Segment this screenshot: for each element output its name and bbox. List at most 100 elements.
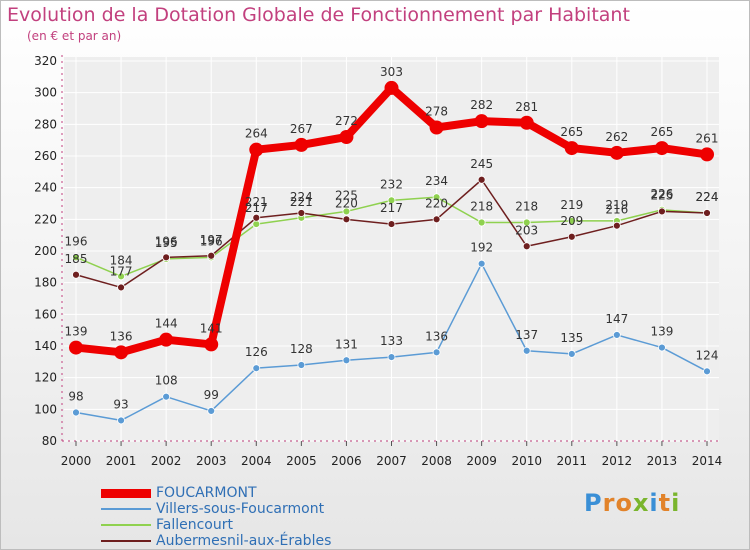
data-point (567, 350, 576, 358)
y-tick-label: 220 (34, 212, 57, 226)
data-label: 135 (560, 331, 583, 345)
data-point (72, 270, 80, 279)
x-tick-label: 2001 (106, 454, 137, 468)
data-point (339, 130, 354, 144)
data-point (114, 345, 129, 360)
y-tick-label: 320 (34, 54, 57, 68)
data-label: 217 (245, 201, 268, 215)
data-label: 218 (515, 200, 538, 214)
data-label: 144 (155, 317, 178, 331)
y-tick-label: 240 (34, 181, 57, 195)
data-point (703, 367, 711, 376)
chart-subtitle: (en € et par an) (27, 29, 122, 43)
data-label: 196 (155, 234, 178, 248)
x-tick-label: 2006 (331, 454, 362, 468)
data-label: 262 (605, 130, 628, 144)
data-label: 209 (560, 214, 583, 228)
data-point (387, 220, 396, 228)
data-point (249, 142, 264, 157)
data-point (658, 343, 666, 352)
logo-letter: x (632, 489, 650, 517)
x-tick-label: 2008 (421, 454, 452, 468)
data-label: 99 (204, 388, 219, 402)
data-label: 93 (113, 397, 128, 411)
x-tick-label: 2012 (602, 454, 633, 468)
y-tick-label: 180 (34, 276, 57, 290)
y-tick-label: 100 (34, 402, 57, 416)
data-label: 203 (515, 223, 538, 237)
data-label: 218 (470, 200, 493, 214)
data-label: 136 (425, 329, 448, 343)
data-label: 177 (110, 264, 133, 278)
x-tick-label: 2010 (511, 454, 542, 468)
data-point (700, 147, 714, 162)
data-label: 245 (470, 157, 493, 171)
data-label: 217 (380, 201, 403, 215)
legend-label: Villers-sous-Foucarmont (156, 501, 325, 517)
data-label: 264 (245, 127, 268, 141)
y-tick-label: 300 (34, 86, 57, 100)
data-label: 219 (605, 198, 628, 212)
x-tick-label: 2005 (286, 454, 317, 468)
data-point (252, 364, 261, 373)
x-tick-label: 2002 (151, 454, 182, 468)
data-point (432, 215, 441, 224)
y-tick-label: 200 (34, 244, 57, 258)
data-label: 224 (290, 190, 313, 204)
x-tick-label: 2009 (466, 454, 497, 468)
data-point (567, 217, 576, 225)
data-point (342, 215, 351, 224)
data-label: 282 (470, 98, 493, 112)
legend-swatch (101, 489, 151, 498)
data-label: 303 (380, 65, 403, 79)
data-label: 281 (515, 100, 538, 114)
x-tick-label: 2004 (241, 454, 272, 468)
data-point (162, 253, 171, 262)
data-label: 220 (335, 196, 358, 210)
data-point (204, 337, 219, 352)
data-label: 195 (155, 236, 178, 250)
data-label: 136 (110, 329, 133, 343)
data-label: 234 (425, 174, 448, 188)
data-label: 131 (335, 337, 358, 351)
logo-letter: P (584, 489, 603, 517)
data-point (612, 331, 621, 339)
data-point (117, 272, 125, 281)
data-point (564, 141, 579, 156)
data-label: 98 (68, 390, 83, 404)
data-label: 184 (110, 253, 133, 267)
data-label: 124 (696, 348, 719, 362)
x-tick-label: 2007 (376, 454, 407, 468)
legend-label: Fallencourt (156, 517, 233, 533)
data-point (162, 392, 171, 401)
data-point (567, 232, 576, 241)
data-label: 265 (650, 125, 673, 139)
data-point (387, 353, 396, 361)
data-label: 265 (560, 125, 583, 139)
data-point (474, 114, 489, 129)
data-label: 267 (290, 122, 313, 136)
logo-letter: i (671, 489, 681, 517)
data-label: 224 (696, 190, 719, 204)
y-tick-label: 140 (34, 339, 57, 353)
data-label: 225 (650, 188, 673, 202)
data-label: 137 (515, 328, 538, 342)
data-point (117, 416, 125, 425)
x-tick-label: 2000 (61, 454, 92, 468)
data-point (477, 175, 486, 184)
data-point (519, 115, 534, 130)
data-point (117, 283, 125, 292)
legend-label: FOUCARMONT (156, 485, 257, 501)
y-tick-label: 80 (42, 434, 57, 448)
y-tick-label: 280 (34, 117, 57, 131)
data-point (522, 242, 531, 251)
data-point (477, 259, 486, 268)
data-label: 192 (470, 241, 493, 255)
data-label: 221 (290, 195, 313, 209)
data-point (658, 207, 666, 216)
x-tick-label: 2003 (196, 454, 227, 468)
x-tick-label: 2011 (557, 454, 588, 468)
data-label: 139 (650, 325, 673, 339)
logo-letter: i (649, 489, 659, 517)
